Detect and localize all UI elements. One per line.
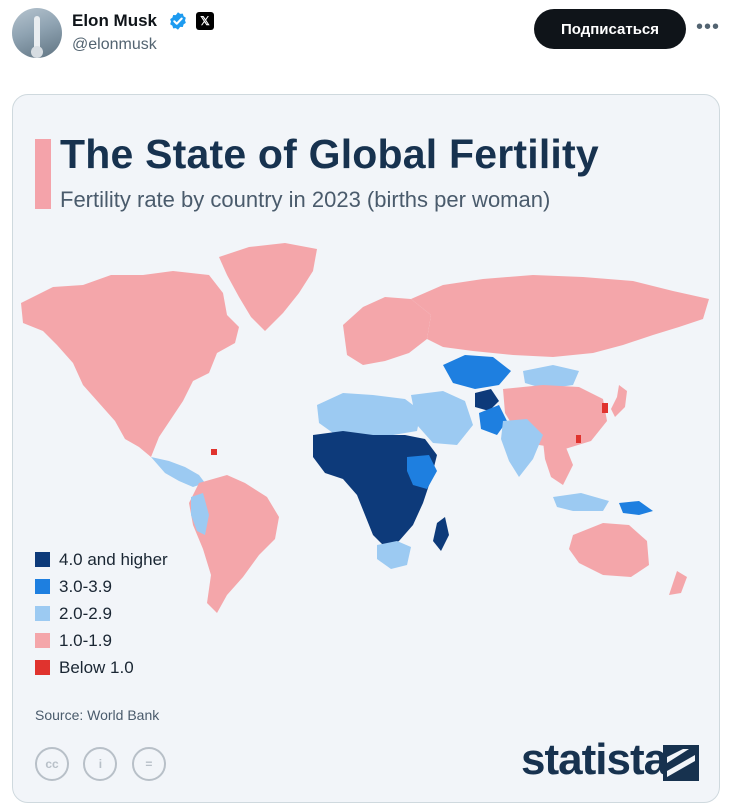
north-africa-region [317,393,421,435]
license-icons: cc i = [35,747,176,781]
legend-label: 1.0-1.9 [59,631,112,650]
verified-badge-icon[interactable] [168,11,188,31]
andes-region [191,493,209,535]
east-africa-region [407,455,437,489]
author-name[interactable]: Elon Musk [72,11,158,30]
central-asia-region [443,355,511,389]
taiwan-marker [576,435,581,443]
mongolia-region [523,365,579,389]
southern-africa-region [377,541,411,569]
infographic-subtitle: Fertility rate by country in 2023 (birth… [60,187,551,212]
source-note: Source: World Bank [35,707,160,723]
central-america-region [151,457,205,487]
madagascar-region [433,517,449,551]
no-derivatives-icon: = [131,747,166,781]
india-region [501,419,543,477]
x-affiliate-icon[interactable]: 𝕏 [196,12,214,30]
legend-swatch [35,633,50,648]
infographic-image[interactable]: The State of Global Fertility Fertility … [12,94,720,803]
title-accent-bar [35,139,51,209]
post-header: Elon Musk 𝕏 @elonmusk Подписаться ••• [0,0,752,80]
avatar[interactable] [12,8,62,58]
greenland-region [219,243,317,331]
legend-label: 2.0-2.9 [59,604,112,623]
legend-swatch [35,660,50,675]
world-fertility-map [21,243,709,613]
north-america-region [21,271,239,457]
south-america-region [189,475,279,613]
puerto-rico-marker [211,449,217,455]
afghanistan-region [475,389,499,411]
attribution-icon: i [83,747,118,781]
follow-button[interactable]: Подписаться [534,9,686,49]
japan-region [611,385,627,417]
southeast-asia-region [543,441,573,485]
author-handle[interactable]: @elonmusk [72,36,157,53]
legend-swatch [35,579,50,594]
rocket-graphic [34,16,40,50]
legend-swatch [35,552,50,567]
russia-region [411,275,709,357]
australia-region [569,523,649,577]
more-options-icon[interactable]: ••• [695,16,720,38]
infographic-title: The State of Global Fertility [60,131,599,177]
png-region [619,501,653,515]
smoke-graphic [31,46,43,58]
legend-swatch [35,606,50,621]
pakistan-region [479,405,507,435]
statista-logo: statista [521,735,668,784]
indonesia-region [553,493,609,511]
statista-logo-mark-icon [663,745,699,781]
middle-east-region [411,391,473,445]
legend-label: 3.0-3.9 [59,577,112,596]
creative-commons-icon: cc [35,747,69,781]
legend-label: 4.0 and higher [59,550,168,569]
new-zealand-region [669,571,687,595]
south-korea-marker [602,403,608,413]
legend-label: Below 1.0 [59,658,134,677]
sub-saharan-africa-region [313,431,437,547]
europe-region [343,297,431,365]
